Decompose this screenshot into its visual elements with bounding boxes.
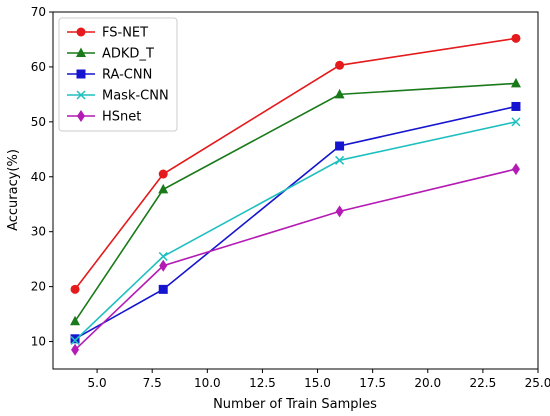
legend-label: HSnet [102, 110, 141, 125]
legend-marker [77, 110, 85, 122]
data-point-mask-cnn [511, 117, 521, 127]
y-tick-label: 20 [31, 280, 46, 294]
data-point-adkd-t [158, 183, 169, 194]
legend-item-adkd-t: ADKD_T [67, 47, 154, 62]
data-point-adkd-t [334, 88, 345, 99]
y-tick-label: 50 [31, 115, 46, 129]
data-point-fs-net [158, 169, 168, 179]
y-tick-label: 40 [31, 170, 46, 184]
x-tick-label: 10.0 [194, 376, 221, 390]
data-point-ra-cnn [511, 101, 521, 111]
series-hsnet [71, 163, 520, 356]
series-line-hsnet [74, 168, 517, 351]
legend-box [58, 17, 178, 132]
legend-label: FS-NET [102, 26, 148, 41]
legend-marker [76, 47, 86, 57]
series-ra-cnn [70, 101, 521, 344]
data-point-adkd-t [510, 77, 521, 88]
series-line-ra-cnn [74, 105, 517, 340]
series-layer [70, 33, 521, 356]
data-point-mask-cnn [158, 251, 168, 261]
y-tick-label: 70 [31, 5, 46, 19]
y-tick-label: 60 [31, 60, 46, 74]
legend-marker [76, 27, 86, 37]
legend-label: Mask-CNN [102, 89, 169, 104]
data-point-hsnet [335, 205, 344, 218]
x-axis-label: Number of Train Samples [213, 397, 377, 412]
x-tick-label: 25.0 [525, 376, 550, 390]
legend-item-mask-cnn: Mask-CNN [67, 89, 169, 104]
series-line-adkd-t [74, 82, 516, 322]
y-axis: 10 20 30 40 50 60 70 [31, 5, 53, 349]
data-point-hsnet [511, 163, 520, 176]
series-mask-cnn [70, 117, 521, 345]
data-point-mask-cnn [70, 335, 80, 345]
legend: FS-NET ADKD_T RA-CNN Mask-CNN HSnet [58, 17, 178, 132]
x-tick-label: 15.0 [304, 376, 331, 390]
y-tick-label: 30 [31, 225, 46, 239]
data-point-hsnet [71, 343, 80, 356]
data-point-hsnet [159, 259, 168, 272]
series-adkd-t [70, 77, 521, 326]
legend-marker [76, 90, 86, 100]
x-tick-label: 5.0 [88, 376, 107, 390]
data-point-ra-cnn [158, 284, 168, 294]
legend-marker [76, 69, 86, 79]
x-tick-label: 20.0 [414, 376, 441, 390]
legend-label: ADKD_T [102, 47, 154, 62]
x-tick-label: 12.5 [249, 376, 276, 390]
data-point-fs-net [335, 60, 345, 70]
legend-item-ra-cnn: RA-CNN [67, 68, 152, 83]
y-tick-label: 10 [31, 335, 46, 349]
x-tick-label: 22.5 [470, 376, 497, 390]
legend-item-fs-net: FS-NET [67, 26, 148, 41]
legend-label: RA-CNN [102, 68, 152, 83]
data-point-mask-cnn [335, 155, 345, 165]
data-point-fs-net [511, 33, 521, 43]
y-axis-label: Accuracy(%) [6, 149, 21, 231]
data-point-ra-cnn [70, 334, 80, 344]
series-line-fs-net [74, 37, 517, 290]
x-tick-label: 7.5 [143, 376, 162, 390]
plot-frame [52, 11, 539, 370]
x-axis: 5.0 7.5 10.0 12.5 15.0 17.5 20.0 22.5 25.0 [88, 369, 550, 390]
data-point-adkd-t [70, 315, 81, 326]
legend-item-hsnet: HSnet [67, 110, 141, 125]
series-line-mask-cnn [74, 121, 517, 342]
data-point-fs-net [70, 284, 80, 294]
x-tick-label: 17.5 [359, 376, 386, 390]
series-fs-net [70, 33, 521, 294]
data-point-ra-cnn [335, 141, 345, 151]
